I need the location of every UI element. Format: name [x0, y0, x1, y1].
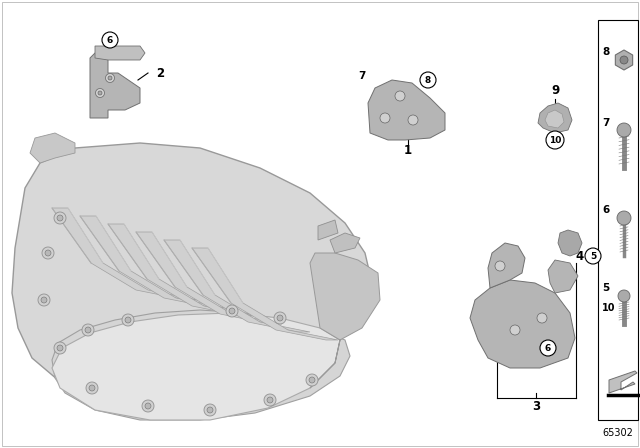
- Circle shape: [125, 317, 131, 323]
- Text: 7: 7: [602, 118, 609, 128]
- Circle shape: [274, 312, 286, 324]
- Circle shape: [229, 308, 235, 314]
- Text: 5: 5: [602, 283, 609, 293]
- Polygon shape: [330, 233, 360, 253]
- Circle shape: [42, 247, 54, 259]
- Circle shape: [95, 89, 104, 98]
- Circle shape: [306, 374, 318, 386]
- Circle shape: [41, 297, 47, 303]
- Text: 8: 8: [602, 47, 609, 57]
- Circle shape: [617, 123, 631, 137]
- Circle shape: [82, 324, 94, 336]
- Polygon shape: [558, 230, 582, 256]
- Circle shape: [98, 91, 102, 95]
- Circle shape: [108, 76, 112, 80]
- Polygon shape: [548, 260, 578, 293]
- Polygon shape: [609, 371, 637, 393]
- Polygon shape: [368, 80, 445, 140]
- Circle shape: [546, 131, 564, 149]
- Polygon shape: [192, 248, 338, 340]
- Polygon shape: [164, 240, 310, 332]
- Polygon shape: [108, 224, 254, 316]
- Text: 5: 5: [590, 251, 596, 260]
- Circle shape: [57, 345, 63, 351]
- Polygon shape: [488, 243, 525, 288]
- Circle shape: [309, 377, 315, 383]
- Text: 6: 6: [107, 35, 113, 44]
- Polygon shape: [80, 216, 226, 308]
- Circle shape: [106, 73, 115, 82]
- Polygon shape: [30, 133, 75, 163]
- Polygon shape: [545, 110, 564, 128]
- Circle shape: [142, 400, 154, 412]
- Polygon shape: [136, 232, 282, 324]
- Polygon shape: [90, 53, 140, 118]
- Polygon shape: [95, 46, 145, 60]
- Circle shape: [408, 115, 418, 125]
- Polygon shape: [310, 253, 380, 388]
- Polygon shape: [615, 50, 633, 70]
- Text: 7: 7: [358, 71, 365, 81]
- Text: 8: 8: [425, 76, 431, 85]
- Text: 6: 6: [602, 205, 609, 215]
- Circle shape: [38, 294, 50, 306]
- Polygon shape: [52, 310, 350, 420]
- Circle shape: [85, 327, 91, 333]
- Circle shape: [54, 342, 66, 354]
- Circle shape: [204, 404, 216, 416]
- Circle shape: [395, 91, 405, 101]
- Polygon shape: [470, 280, 575, 368]
- Text: 65302: 65302: [603, 428, 634, 438]
- Circle shape: [102, 32, 118, 48]
- Text: 4: 4: [576, 250, 584, 263]
- Text: 2: 2: [156, 66, 164, 79]
- Circle shape: [277, 315, 283, 321]
- Circle shape: [86, 382, 98, 394]
- Circle shape: [122, 314, 134, 326]
- Circle shape: [620, 56, 628, 64]
- Circle shape: [510, 325, 520, 335]
- Text: 6: 6: [545, 344, 551, 353]
- Text: 10: 10: [602, 303, 616, 313]
- Polygon shape: [52, 208, 198, 300]
- Circle shape: [618, 290, 630, 302]
- Circle shape: [145, 403, 151, 409]
- Text: 3: 3: [532, 400, 540, 413]
- Polygon shape: [318, 220, 338, 240]
- Circle shape: [54, 212, 66, 224]
- Text: 1: 1: [404, 143, 412, 156]
- Circle shape: [57, 215, 63, 221]
- Circle shape: [45, 250, 51, 256]
- Circle shape: [264, 394, 276, 406]
- Circle shape: [537, 313, 547, 323]
- Circle shape: [89, 385, 95, 391]
- Circle shape: [540, 340, 556, 356]
- Polygon shape: [538, 103, 572, 133]
- Polygon shape: [12, 143, 372, 396]
- Circle shape: [495, 261, 505, 271]
- Circle shape: [617, 211, 631, 225]
- Circle shape: [207, 407, 213, 413]
- Circle shape: [380, 113, 390, 123]
- Circle shape: [585, 248, 601, 264]
- Circle shape: [267, 397, 273, 403]
- Circle shape: [420, 72, 436, 88]
- Polygon shape: [52, 313, 340, 420]
- Text: 9: 9: [551, 83, 559, 96]
- Bar: [598, 20, 638, 420]
- Circle shape: [226, 305, 238, 317]
- Text: 10: 10: [549, 135, 561, 145]
